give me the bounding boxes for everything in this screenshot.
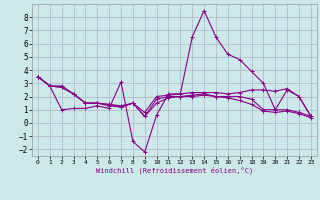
X-axis label: Windchill (Refroidissement éolien,°C): Windchill (Refroidissement éolien,°C) — [96, 167, 253, 174]
